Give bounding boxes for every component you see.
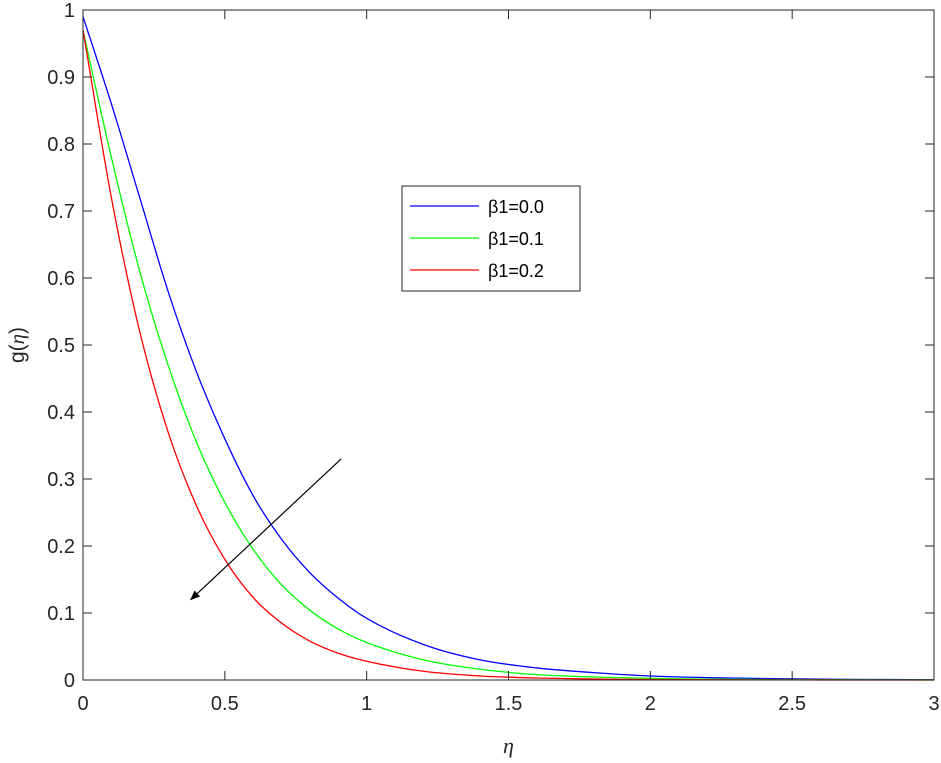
x-axis-label: η xyxy=(503,733,514,758)
y-axis: 0 0.1 0.2 0.3 0.4 0.5 0.6 0.7 0.8 0.9 1 xyxy=(47,0,934,692)
annotation-arrow xyxy=(190,458,342,601)
y-axis-label-suffix: ) xyxy=(6,327,29,334)
legend: β1=0.0 β1=0.1 β1=0.2 xyxy=(401,185,581,292)
x-tick-label: 2 xyxy=(645,693,656,715)
series-line-1 xyxy=(82,29,935,681)
x-axis: 0 0.5 1 1.5 2 2.5 3 xyxy=(77,10,940,715)
plot-frame xyxy=(82,9,935,681)
x-tick-label: 2.5 xyxy=(778,693,806,715)
y-tick-label: 0.1 xyxy=(47,603,75,625)
x-tick-label: 3 xyxy=(928,693,939,715)
y-tick-label: 0.8 xyxy=(47,134,75,156)
x-tick-label: 0.5 xyxy=(211,693,239,715)
x-tick-label: 1 xyxy=(361,693,372,715)
y-axis-label-var: η xyxy=(5,334,29,344)
y-tick-label: 0.2 xyxy=(47,536,75,558)
x-tick-label: 1.5 xyxy=(495,693,523,715)
legend-label-2: β1=0.2 xyxy=(488,261,544,281)
y-tick-label: 0.7 xyxy=(47,201,75,223)
y-tick-label: 0.5 xyxy=(47,335,75,357)
y-axis-label: g(η) xyxy=(5,327,29,363)
y-tick-label: 0.3 xyxy=(47,469,75,491)
legend-label-1: β1=0.1 xyxy=(488,229,544,249)
y-tick-label: 0.9 xyxy=(47,67,75,89)
y-tick-label: 1 xyxy=(64,0,75,22)
y-axis-label-prefix: g( xyxy=(6,344,29,363)
x-tick-label: 0 xyxy=(77,693,88,715)
legend-label-0: β1=0.0 xyxy=(488,197,544,217)
series-line-2 xyxy=(82,29,934,681)
y-tick-label: 0.6 xyxy=(47,268,75,290)
y-tick-label: 0.4 xyxy=(47,402,75,424)
y-tick-label: 0 xyxy=(64,670,75,692)
series-line-0 xyxy=(82,16,935,681)
